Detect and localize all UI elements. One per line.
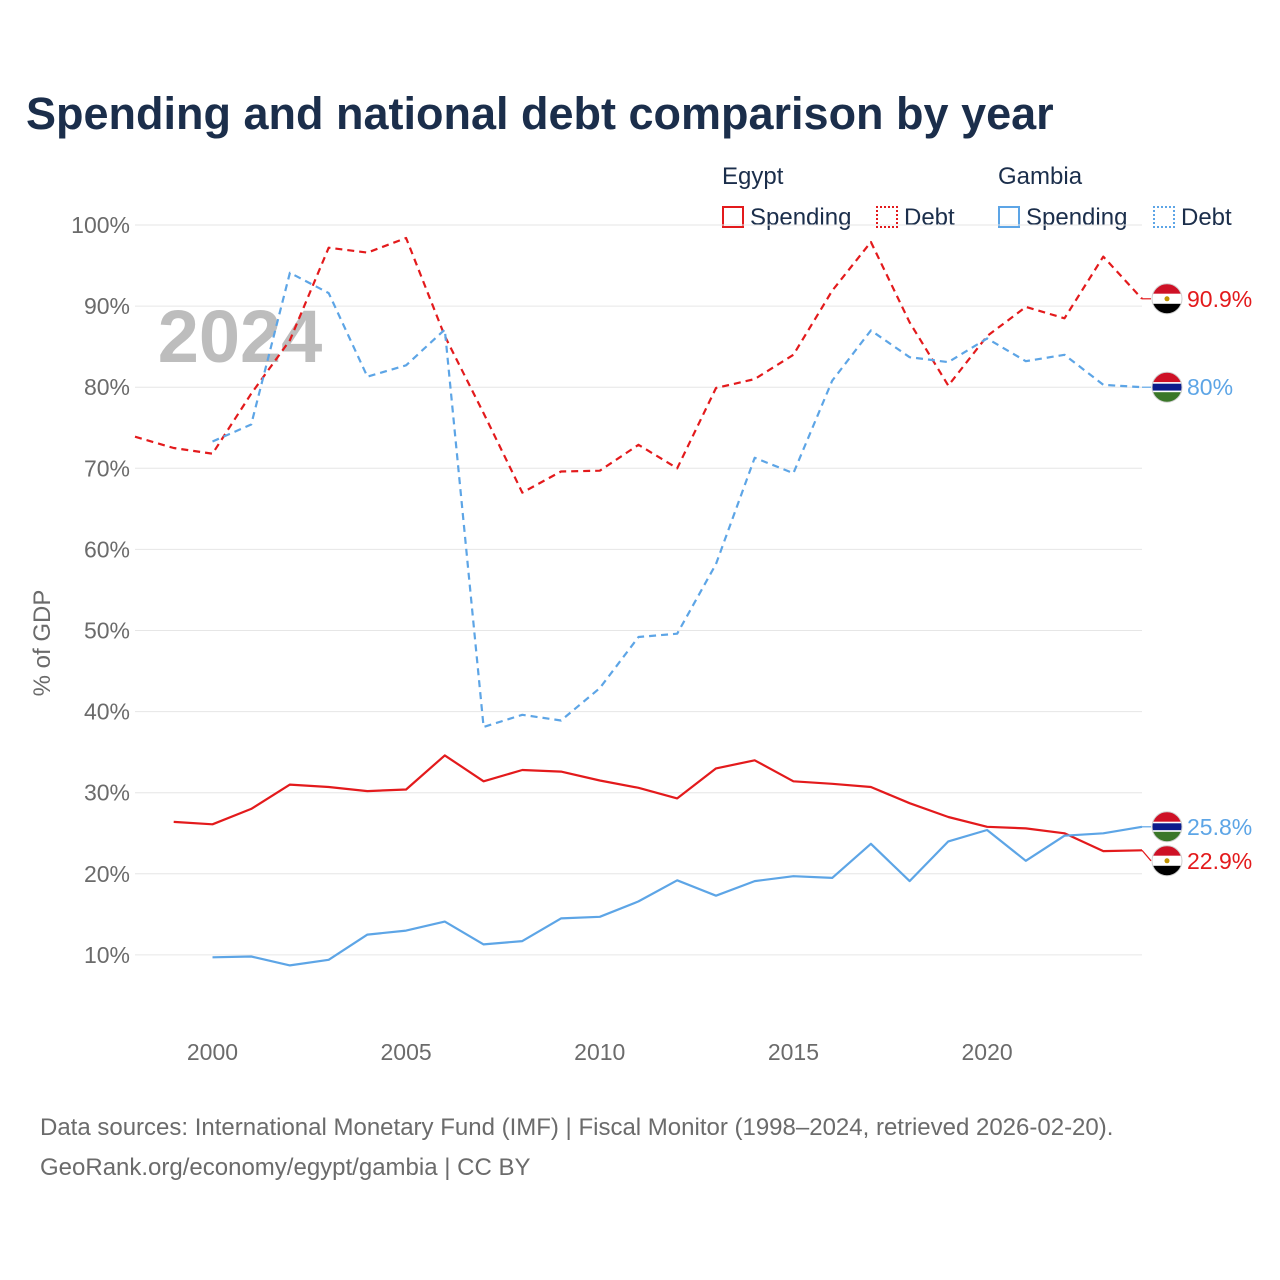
x-tick-label: 2005 (381, 1039, 432, 1065)
x-tick-label: 2020 (961, 1039, 1012, 1065)
y-tick-label: 20% (84, 861, 130, 887)
x-tick-label: 2000 (187, 1039, 238, 1065)
gambia-flag-icon (1151, 811, 1183, 843)
y-tick-label: 90% (84, 293, 130, 319)
solid-swatch-icon (722, 206, 744, 228)
legend-country-gambia: Gambia (998, 163, 1083, 190)
y-tick-label: 40% (84, 699, 130, 725)
y-axis-label: % of GDP (29, 590, 56, 697)
egypt-flag-icon (1151, 283, 1183, 315)
legend-item-egypt-debt[interactable]: Debt (876, 204, 955, 232)
y-tick-label: 30% (84, 780, 130, 806)
egypt-flag-icon (1151, 845, 1183, 877)
solid-swatch-icon (998, 206, 1020, 228)
legend-gambia: Gambia Spending Debt (998, 163, 1258, 238)
end-value-label-egypt-debt: 90.9% (1187, 286, 1252, 312)
series-line-egypt-spending[interactable] (173, 754, 1143, 853)
y-tick-label: 80% (84, 374, 130, 400)
end-value-label-gambia-spending: 25.8% (1187, 814, 1252, 840)
end-label-connector (1141, 849, 1152, 862)
gambia-flag-icon (1151, 371, 1183, 403)
legend-label: Spending (1026, 204, 1128, 231)
y-tick-label: 70% (84, 455, 130, 481)
legend-item-gambia-debt[interactable]: Debt (1153, 204, 1232, 232)
y-tick-label: 100% (71, 212, 130, 238)
y-tick-label: 60% (84, 536, 130, 562)
y-tick-label: 10% (84, 942, 130, 968)
year-watermark: 2024 (158, 295, 323, 378)
dotted-swatch-icon (876, 206, 898, 228)
legend-country-egypt: Egypt (722, 163, 784, 190)
source-note: Data sources: International Monetary Fun… (40, 1108, 1113, 1188)
dotted-swatch-icon (1153, 206, 1175, 228)
legend-egypt: Egypt Spending Debt (722, 163, 982, 238)
series-line-egypt-debt[interactable] (134, 236, 1143, 494)
legend-label: Spending (750, 204, 852, 231)
legend-item-egypt-spending[interactable]: Spending (722, 204, 851, 232)
chart-title: Spending and national debt comparison by… (26, 88, 1054, 139)
legend-label: Debt (1181, 204, 1232, 231)
series-line-gambia-spending[interactable] (212, 825, 1143, 967)
line-chart: 10% 20% 30% 40% 50% 60% 70% 80% 90% 100% 2000 2005… (29, 212, 1252, 1065)
legend-item-gambia-spending[interactable]: Spending (998, 204, 1127, 232)
series-line-gambia-debt[interactable] (212, 271, 1143, 729)
end-value-label-egypt-spending: 22.9% (1187, 848, 1252, 874)
end-value-label-gambia-debt: 80% (1187, 374, 1233, 400)
y-tick-label: 50% (84, 618, 130, 644)
source-line-1: Data sources: International Monetary Fun… (40, 1114, 1114, 1141)
x-tick-label: 2010 (574, 1039, 625, 1065)
legend-label: Debt (904, 204, 955, 231)
source-line-2: GeoRank.org/economy/egypt/gambia | CC BY (40, 1154, 531, 1181)
x-tick-label: 2015 (768, 1039, 819, 1065)
